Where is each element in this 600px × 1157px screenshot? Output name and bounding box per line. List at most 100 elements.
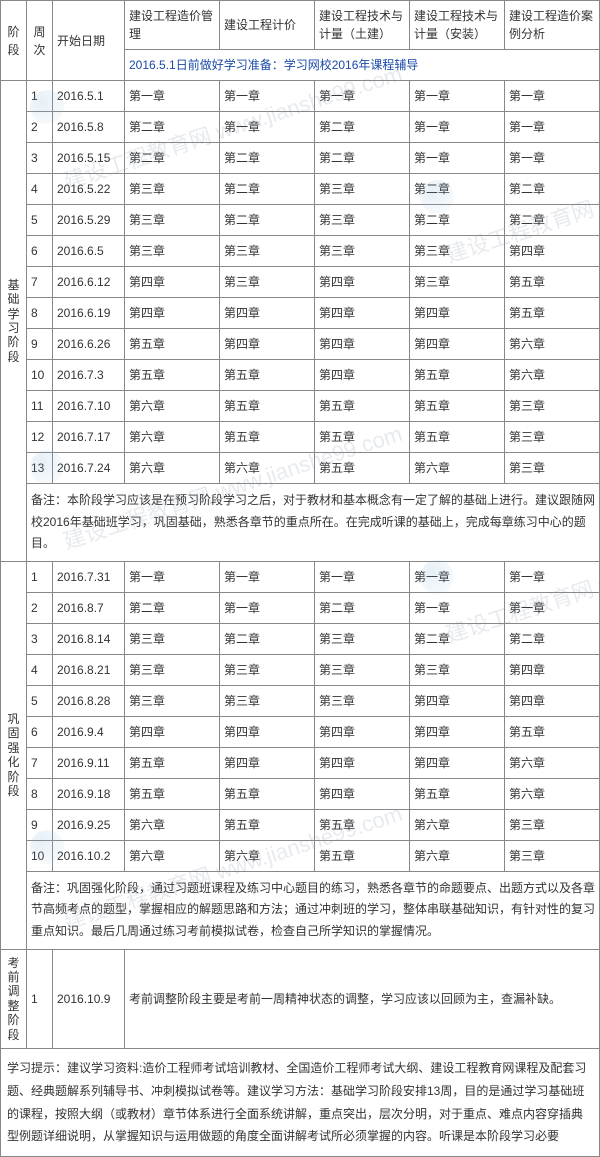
chapter-cell: 第三章 [220, 654, 315, 685]
chapter-cell: 第一章 [505, 561, 600, 592]
chapter-cell: 第二章 [220, 205, 315, 236]
week-cell: 9 [27, 329, 53, 360]
chapter-cell: 第三章 [125, 654, 220, 685]
chapter-cell: 第三章 [505, 422, 600, 453]
chapter-cell: 第五章 [125, 747, 220, 778]
chapter-cell: 第五章 [220, 809, 315, 840]
chapter-cell: 第二章 [410, 623, 505, 654]
chapter-cell: 第五章 [220, 391, 315, 422]
chapter-cell: 第六章 [410, 809, 505, 840]
chapter-cell: 第二章 [125, 143, 220, 174]
chapter-cell: 第六章 [505, 329, 600, 360]
chapter-cell: 第二章 [505, 623, 600, 654]
week-cell: 3 [27, 623, 53, 654]
col-stage: 阶段 [1, 1, 27, 81]
week-cell: 8 [27, 298, 53, 329]
chapter-cell: 第三章 [125, 623, 220, 654]
stage3-text: 考前调整阶段主要是考前一周精神状态的调整，学习应该以回顾为主，查漏补缺。 [125, 949, 600, 1048]
chapter-cell: 第四章 [220, 716, 315, 747]
chapter-cell: 第六章 [125, 809, 220, 840]
chapter-cell: 第二章 [125, 112, 220, 143]
chapter-cell: 第一章 [505, 143, 600, 174]
chapter-cell: 第三章 [315, 654, 410, 685]
date-cell: 2016.9.25 [53, 809, 125, 840]
date-cell: 2016.8.28 [53, 685, 125, 716]
date-cell: 2016.5.22 [53, 174, 125, 205]
chapter-cell: 第二章 [220, 623, 315, 654]
stage-note: 备注：巩固强化阶段，通过习题班课程及练习中心题目的练习，熟悉各章节的命题要点、出… [27, 871, 600, 949]
week-cell: 12 [27, 422, 53, 453]
date-cell: 2016.7.31 [53, 561, 125, 592]
chapter-cell: 第三章 [505, 809, 600, 840]
chapter-cell: 第二章 [220, 143, 315, 174]
chapter-cell: 第一章 [410, 112, 505, 143]
chapter-cell: 第六章 [220, 840, 315, 871]
chapter-cell: 第三章 [315, 174, 410, 205]
chapter-cell: 第二章 [220, 174, 315, 205]
chapter-cell: 第一章 [220, 561, 315, 592]
date-cell: 2016.6.19 [53, 298, 125, 329]
week-cell: 5 [27, 685, 53, 716]
col-subject-3: 建设工程技术与计量（安装） [410, 1, 505, 50]
chapter-cell: 第四章 [410, 298, 505, 329]
week-cell: 11 [27, 391, 53, 422]
chapter-cell: 第三章 [125, 205, 220, 236]
chapter-cell: 第六章 [505, 747, 600, 778]
chapter-cell: 第一章 [505, 81, 600, 112]
chapter-cell: 第五章 [505, 716, 600, 747]
chapter-cell: 第四章 [315, 778, 410, 809]
chapter-cell: 第三章 [315, 623, 410, 654]
chapter-cell: 第四章 [315, 329, 410, 360]
week-cell: 9 [27, 809, 53, 840]
footer-tip: 学习提示：建议学习资料:造价工程师考试培训教材、全国造价工程师考试大纲、建设工程… [0, 1049, 600, 1157]
chapter-cell: 第二章 [315, 143, 410, 174]
chapter-cell: 第六章 [125, 422, 220, 453]
chapter-cell: 第一章 [125, 561, 220, 592]
chapter-cell: 第三章 [315, 205, 410, 236]
week-cell: 2 [27, 592, 53, 623]
chapter-cell: 第一章 [505, 112, 600, 143]
chapter-cell: 第四章 [220, 298, 315, 329]
chapter-cell: 第三章 [220, 267, 315, 298]
week-cell: 3 [27, 143, 53, 174]
chapter-cell: 第二章 [315, 112, 410, 143]
week-cell: 10 [27, 360, 53, 391]
week-cell: 10 [27, 840, 53, 871]
col-subject-4: 建设工程造价案例分析 [505, 1, 600, 50]
chapter-cell: 第二章 [315, 592, 410, 623]
chapter-cell: 第四章 [505, 236, 600, 267]
chapter-cell: 第四章 [125, 267, 220, 298]
col-date: 开始日期 [53, 1, 125, 81]
chapter-cell: 第五章 [315, 453, 410, 484]
week-cell: 4 [27, 174, 53, 205]
chapter-cell: 第一章 [315, 81, 410, 112]
chapter-cell: 第一章 [220, 81, 315, 112]
chapter-cell: 第三章 [505, 840, 600, 871]
date-cell: 2016.7.10 [53, 391, 125, 422]
chapter-cell: 第六章 [220, 453, 315, 484]
chapter-cell: 第一章 [125, 81, 220, 112]
chapter-cell: 第四章 [410, 747, 505, 778]
chapter-cell: 第六章 [125, 453, 220, 484]
chapter-cell: 第三章 [125, 685, 220, 716]
chapter-cell: 第六章 [505, 360, 600, 391]
week-cell: 2 [27, 112, 53, 143]
chapter-cell: 第二章 [410, 174, 505, 205]
chapter-cell: 第五章 [125, 778, 220, 809]
chapter-cell: 第三章 [220, 236, 315, 267]
week-cell: 6 [27, 716, 53, 747]
col-subject-2: 建设工程技术与计量（土建） [315, 1, 410, 50]
week-cell: 6 [27, 236, 53, 267]
chapter-cell: 第五章 [220, 422, 315, 453]
chapter-cell: 第一章 [315, 561, 410, 592]
chapter-cell: 第三章 [410, 267, 505, 298]
chapter-cell: 第五章 [125, 329, 220, 360]
col-subject-0: 建设工程造价管理 [125, 1, 220, 50]
chapter-cell: 第二章 [410, 205, 505, 236]
chapter-cell: 第六章 [410, 840, 505, 871]
date-cell: 2016.6.12 [53, 267, 125, 298]
week-cell: 13 [27, 453, 53, 484]
chapter-cell: 第二章 [125, 592, 220, 623]
date-cell: 2016.10.2 [53, 840, 125, 871]
date-cell: 2016.5.8 [53, 112, 125, 143]
